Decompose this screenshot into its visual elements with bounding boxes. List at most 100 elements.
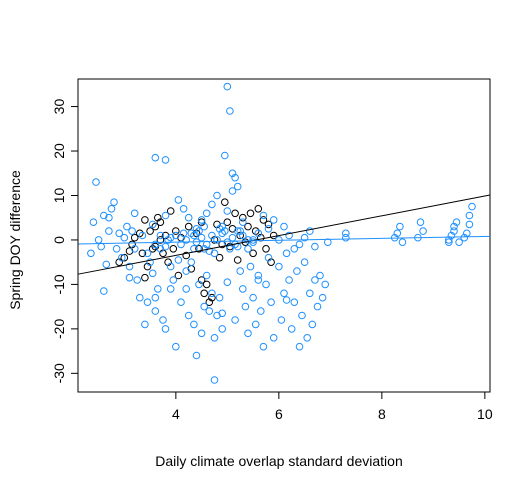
data-point — [202, 209, 211, 218]
data-point — [146, 258, 154, 267]
y-axis-title: Spring DOY difference — [7, 170, 23, 310]
x-tick-label: 8 — [378, 406, 386, 422]
data-point — [192, 351, 201, 360]
data-point — [244, 236, 252, 244]
data-point — [105, 213, 113, 222]
data-point — [97, 242, 105, 251]
data-point — [100, 287, 108, 295]
data-point — [251, 320, 260, 329]
data-point — [290, 298, 299, 307]
data-point — [231, 316, 239, 324]
data-point — [455, 238, 463, 246]
x-axis: 4 6 8 10 — [172, 391, 493, 422]
data-point — [249, 249, 257, 258]
data-point — [267, 298, 275, 307]
data-point — [300, 258, 309, 267]
data-point — [239, 218, 247, 226]
data-point — [303, 334, 312, 342]
data-point — [321, 280, 330, 289]
data-point — [120, 233, 129, 242]
data-point — [210, 376, 219, 384]
data-point — [269, 216, 278, 224]
data-point — [239, 213, 247, 222]
data-point — [115, 229, 123, 238]
data-point — [208, 293, 216, 302]
data-point — [177, 240, 185, 249]
data-point — [210, 249, 219, 258]
regression-line — [77, 194, 491, 275]
data-point — [197, 218, 206, 226]
data-point — [264, 225, 273, 233]
data-point — [277, 316, 286, 324]
data-point — [244, 329, 252, 338]
data-point — [450, 222, 458, 231]
data-point — [236, 227, 244, 235]
data-point — [210, 236, 219, 244]
data-point — [244, 222, 252, 231]
data-point — [195, 280, 203, 289]
data-point — [87, 249, 95, 258]
data-point — [123, 222, 131, 231]
data-point — [105, 227, 113, 235]
data-point — [231, 173, 239, 182]
data-point — [280, 289, 288, 298]
data-point — [197, 276, 206, 284]
data-point — [275, 262, 283, 271]
data-point — [190, 320, 198, 329]
data-point — [148, 245, 157, 253]
data-point — [161, 211, 170, 220]
data-point — [161, 325, 170, 333]
data-point — [445, 236, 453, 244]
data-point — [282, 296, 291, 304]
y-tick-label: 20 — [51, 143, 67, 159]
data-point — [239, 231, 247, 240]
data-point — [290, 245, 299, 253]
data-point — [287, 325, 296, 333]
data-point — [393, 229, 402, 238]
data-point — [102, 260, 111, 269]
data-point — [396, 222, 404, 231]
data-point — [208, 289, 216, 298]
data-point — [316, 271, 324, 280]
data-point — [249, 293, 257, 302]
data-point — [213, 191, 221, 200]
data-point — [200, 222, 208, 231]
data-point — [115, 258, 123, 267]
data-point — [208, 231, 216, 240]
data-point — [246, 209, 255, 218]
data-point — [159, 316, 167, 324]
data-point — [182, 267, 190, 275]
data-point — [156, 245, 165, 253]
data-point — [161, 156, 170, 164]
data-point — [195, 227, 203, 235]
data-point — [306, 289, 314, 298]
data-point — [226, 242, 234, 251]
data-point — [450, 227, 458, 235]
data-point — [172, 231, 180, 240]
data-point — [184, 213, 193, 222]
data-point — [213, 220, 221, 229]
data-point — [215, 253, 224, 262]
data-point — [226, 107, 234, 115]
data-point — [128, 227, 136, 235]
data-point — [92, 178, 100, 186]
data-point — [177, 298, 185, 307]
data-point — [419, 227, 427, 235]
data-point — [148, 220, 157, 229]
data-point — [154, 285, 162, 293]
data-point — [282, 249, 291, 258]
data-point — [166, 285, 175, 293]
data-point — [166, 233, 175, 242]
data-point — [241, 302, 250, 311]
data-point — [298, 311, 306, 320]
data-point — [148, 269, 157, 278]
data-point — [136, 293, 144, 302]
data-point — [195, 245, 203, 253]
data-point — [239, 285, 247, 293]
data-point — [154, 213, 162, 222]
data-point — [151, 222, 160, 231]
data-point — [159, 249, 167, 258]
data-point — [254, 271, 263, 280]
data-point — [197, 329, 206, 338]
